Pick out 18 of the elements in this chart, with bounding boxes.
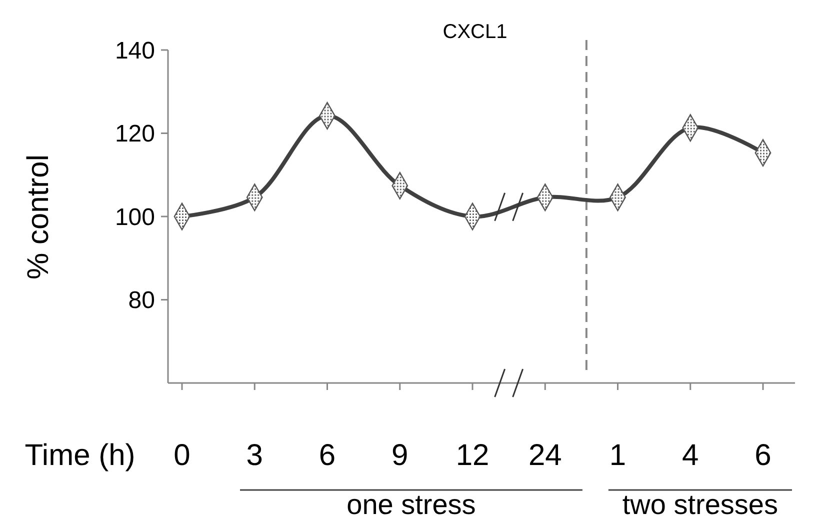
y-tick-label: 80	[128, 287, 155, 314]
x-tick-label: 24	[528, 439, 562, 472]
chart-title: CXCL1	[442, 21, 508, 43]
x-tick-label: 1	[609, 439, 626, 472]
x-tick-label: 9	[392, 439, 408, 472]
y-tick-label: 100	[114, 204, 155, 231]
text: two stresses	[622, 489, 778, 519]
x-axis-title: Time (h)	[24, 439, 136, 472]
x-tick-label: 6	[318, 439, 336, 472]
x-tick-label: 6	[754, 439, 772, 472]
x-tick-label: 3	[246, 439, 263, 472]
text: one stress	[346, 489, 476, 519]
x-tick-label: 4	[682, 439, 699, 472]
x-tick-label: 0	[174, 439, 190, 472]
x-tick-label: 12	[456, 439, 490, 472]
y-tick-label: 140	[114, 37, 155, 64]
y-axis-title: % control	[22, 154, 55, 280]
y-tick-label: 120	[114, 120, 155, 148]
